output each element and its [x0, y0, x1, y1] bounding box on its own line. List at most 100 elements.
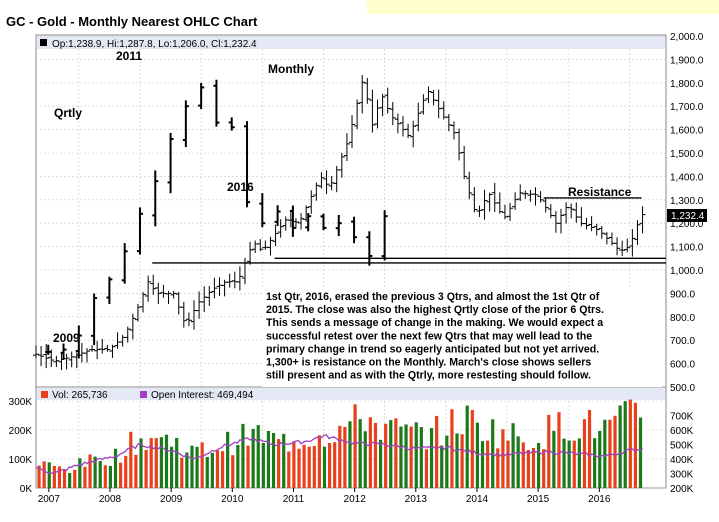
volume-bar [52, 465, 56, 488]
commentary-line: 2015. The close was also the highest Qrt… [266, 304, 604, 316]
volume-bar [542, 449, 546, 488]
volume-bar [108, 465, 113, 488]
x-tick-label: 2010 [221, 494, 244, 505]
commentary-line: still present and as with the Qtrly, mor… [266, 370, 591, 382]
volume-bar [486, 440, 490, 488]
label-resistance: Resistance [568, 185, 632, 199]
price-tick-label: 900.0 [670, 289, 695, 300]
volume-bar [455, 433, 459, 488]
volume-bar [348, 421, 352, 488]
volume-bar [277, 439, 281, 488]
volume-bar [261, 442, 265, 488]
volume-bar [618, 405, 622, 488]
volume-bar [93, 456, 97, 488]
volume-bar [73, 469, 77, 488]
volume-bar [144, 449, 148, 488]
quarterly-ohlc-bars [45, 79, 388, 360]
open-interest-tick-label: 700K [670, 412, 694, 423]
volume-bar [338, 425, 342, 488]
volume-bars [37, 399, 643, 488]
volume-bar [185, 452, 189, 488]
volume-bar [159, 437, 163, 488]
volume-bar [429, 428, 434, 488]
volume-bar [603, 419, 607, 488]
volume-bar [78, 458, 82, 488]
volume-bar [593, 438, 597, 488]
volume-bar [266, 430, 271, 488]
label-2016: 2016 [227, 180, 254, 194]
volume-bar [154, 438, 158, 488]
volume-bar [119, 462, 123, 488]
volume-bar [200, 442, 204, 488]
volume-bar [536, 442, 541, 488]
commentary-line: 1st Qtr, 2016, erased the previous 3 Qtr… [266, 291, 600, 303]
volume-bar [42, 461, 46, 488]
volume-bar [547, 414, 551, 488]
price-header-strip [37, 36, 665, 49]
volume-bar [195, 446, 199, 488]
label-monthly: Monthly [268, 62, 314, 76]
volume-bar [460, 434, 464, 488]
volume-bar [317, 435, 321, 488]
volume-bar [236, 445, 240, 488]
volume-bar [567, 440, 571, 488]
volume-bar [353, 404, 357, 488]
commentary-line: primary change in trend so eagerly antic… [266, 343, 599, 355]
volume-bar [62, 469, 67, 488]
open-interest-readout: Open Interest: 469,494 [151, 390, 254, 401]
x-tick-label: 2015 [527, 494, 550, 505]
volume-bar [424, 449, 429, 488]
volume-bar [516, 436, 520, 488]
volume-swatch-icon [41, 391, 48, 398]
open-interest-line [35, 434, 643, 474]
commentary-line: 1,300+ is resistance on the Monthly. Mar… [266, 357, 591, 369]
volume-bar [292, 441, 296, 488]
volume-bar [552, 430, 556, 488]
price-tick-label: 1,400.0 [670, 172, 704, 183]
volume-bar [139, 438, 143, 488]
price-tick-label: 1,100.0 [670, 243, 704, 254]
price-tick-label: 600.0 [670, 360, 695, 371]
x-tick-label: 2012 [344, 494, 367, 505]
volume-bar [399, 426, 403, 488]
volume-bar [445, 435, 449, 488]
commentary-text: 1st Qtr, 2016, erased the previous 3 Qtr… [262, 289, 662, 387]
volume-bar [419, 427, 423, 488]
open-interest-tick-label: 600K [670, 426, 694, 437]
volume-bar [190, 445, 194, 488]
volume-bar [368, 417, 372, 488]
volume-bar [404, 424, 408, 488]
volume-bar [409, 426, 413, 488]
volume-tick-label: 0K [20, 484, 33, 495]
volume-bar [37, 465, 41, 488]
volume-bar [435, 415, 439, 488]
volume-bar [129, 431, 133, 488]
open-interest-tick-label: 500K [670, 441, 694, 452]
open-interest-tick-label: 200K [670, 484, 694, 495]
volume-bar [210, 452, 214, 488]
volume-bar [577, 438, 581, 488]
price-tick-label: 2,000.0 [670, 32, 704, 43]
volume-bar [440, 445, 444, 488]
volume-bar [327, 443, 332, 488]
volume-bar [623, 401, 627, 488]
volume-bar [307, 446, 311, 488]
price-tick-label: 1,500.0 [670, 149, 704, 160]
volume-bar [180, 457, 184, 488]
volume-bar [638, 417, 643, 488]
label-qtrly: Qrtly [54, 106, 82, 120]
price-tick-label: 700.0 [670, 336, 695, 347]
volume-bar [98, 460, 102, 488]
x-tick-label: 2014 [466, 494, 489, 505]
volume-bar [287, 451, 291, 488]
price-tick-label: 1,300.0 [670, 196, 704, 207]
volume-bar [613, 415, 617, 488]
monthly-ohlc-bars [33, 74, 646, 371]
volume-bar [175, 437, 179, 488]
x-tick-label: 2008 [99, 494, 122, 505]
volume-bar [134, 454, 138, 488]
series-swatch-icon [40, 39, 47, 46]
volume-bar [83, 466, 87, 488]
volume-bar [501, 429, 505, 488]
